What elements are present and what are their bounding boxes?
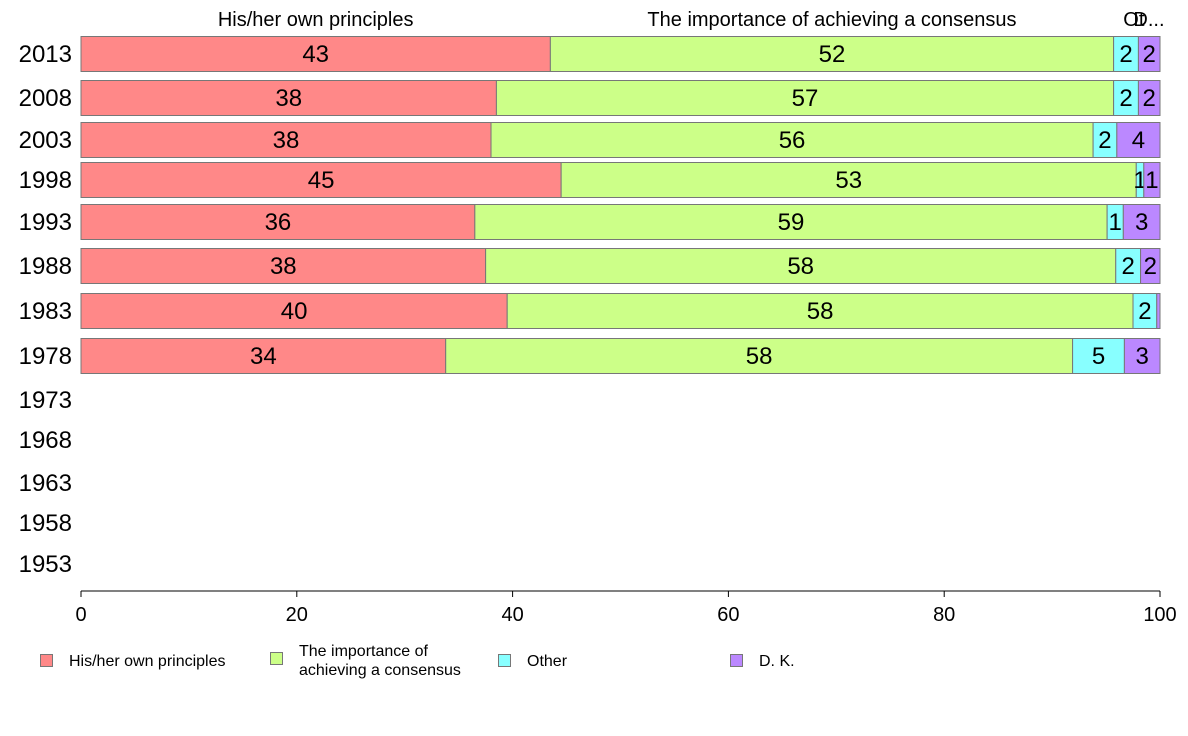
legend-swatch-other	[498, 654, 511, 667]
category-label-2013: 2013	[19, 41, 72, 68]
data-label-2008-s1: 57	[792, 85, 819, 112]
bar-1988-s2	[1115, 248, 1142, 284]
category-label-1963: 1963	[19, 470, 72, 497]
stacked-bar-chart: His/her own principles The importance of …	[19, 9, 1177, 626]
legend-swatch-dk	[730, 654, 743, 667]
series-header-3: D...	[1133, 9, 1164, 31]
data-label-2008-s0: 38	[275, 85, 302, 112]
bar-2008-s3	[1137, 80, 1161, 116]
x-tick-label-0: 0	[75, 604, 86, 626]
legend-label-other: Other	[527, 653, 568, 670]
data-label-1988-s0: 38	[270, 253, 297, 280]
legend-item-other: Other	[498, 646, 567, 671]
bar-1978-s1	[445, 338, 1074, 374]
category-label-1958: 1958	[19, 510, 72, 537]
data-label-1988-s2: 2	[1121, 253, 1134, 280]
x-tick-label-60: 60	[717, 604, 739, 626]
bar-1978-s3	[1123, 338, 1161, 374]
data-label-1978-s3: 3	[1136, 343, 1149, 370]
data-label-1993-s3: 3	[1135, 209, 1148, 236]
series-header-0: His/her own principles	[218, 9, 414, 31]
legend-swatch-principles	[40, 654, 53, 667]
data-label-1993-s1: 59	[778, 209, 805, 236]
data-label-2008-s2: 2	[1119, 85, 1132, 112]
bar-1998-s1	[560, 162, 1137, 198]
series-header-2: Ot	[1123, 9, 1145, 31]
data-label-2003-s0: 38	[273, 127, 300, 154]
data-label-1988-s1: 58	[787, 253, 814, 280]
legend-item-principles: His/her own principles	[40, 646, 226, 671]
data-label-1993-s0: 36	[265, 209, 292, 236]
data-label-2013-s1: 52	[819, 41, 846, 68]
data-label-1988-s3: 2	[1144, 253, 1157, 280]
legend-item-consensus: The importance of achieving a consensus	[270, 642, 461, 680]
data-label-1978-s0: 34	[250, 343, 277, 370]
bar-2013-s1	[549, 36, 1115, 72]
bar-1998-s3	[1143, 162, 1161, 198]
x-tick-label-100: 100	[1143, 604, 1176, 626]
legend-label-principles: His/her own principles	[69, 653, 226, 670]
legend-swatch-consensus	[270, 652, 283, 665]
data-label-1998-s1: 53	[835, 167, 862, 194]
data-label-1983-s2: 2	[1138, 298, 1151, 325]
data-label-1998-s0: 45	[308, 167, 335, 194]
category-label-1988: 1988	[19, 253, 72, 280]
bar-2008-s2	[1113, 80, 1139, 116]
category-label-1998: 1998	[19, 167, 72, 194]
category-label-2003: 2003	[19, 127, 72, 154]
data-label-2013-s2: 2	[1119, 41, 1132, 68]
bar-2013-s3	[1137, 36, 1161, 72]
data-label-2003-s3: 4	[1132, 127, 1145, 154]
data-label-2013-s3: 2	[1143, 41, 1156, 68]
bar-2003-s3	[1116, 122, 1161, 158]
category-label-1983: 1983	[19, 298, 72, 325]
bar-2003-s0	[80, 122, 492, 158]
bar-2003-s1	[490, 122, 1094, 158]
data-label-2008-s3: 2	[1143, 85, 1156, 112]
bar-1983-s0	[80, 293, 508, 329]
bar-1988-s3	[1140, 248, 1161, 284]
bar-2008-s1	[495, 80, 1115, 116]
data-label-1993-s2: 1	[1109, 209, 1122, 236]
category-label-1993: 1993	[19, 209, 72, 236]
category-label-1973: 1973	[19, 387, 72, 414]
category-label-1968: 1968	[19, 427, 72, 454]
legend: His/her own principles The importance of…	[0, 643, 1188, 686]
data-label-1983-s0: 40	[281, 298, 308, 325]
bar-1978-s2	[1072, 338, 1125, 374]
bar-2008-s0	[80, 80, 497, 116]
data-label-2003-s1: 56	[779, 127, 806, 154]
series-header-1: The importance of achieving a consensus	[647, 9, 1016, 31]
bar-1998-s0	[80, 162, 562, 198]
bar-1993-s3	[1122, 204, 1161, 240]
data-label-1978-s1: 58	[746, 343, 773, 370]
x-tick-label-40: 40	[501, 604, 523, 626]
data-label-2003-s2: 2	[1098, 127, 1111, 154]
legend-label-consensus: The importance of achieving a consensus	[299, 643, 461, 679]
data-label-1983-s1: 58	[807, 298, 834, 325]
bar-1988-s1	[485, 248, 1117, 284]
x-tick-label-20: 20	[286, 604, 308, 626]
data-label-2013-s0: 43	[302, 41, 329, 68]
data-label-1998-s3: 1	[1145, 167, 1158, 194]
bar-1983-s3	[1156, 293, 1161, 329]
category-label-1978: 1978	[19, 343, 72, 370]
data-label-1978-s2: 5	[1092, 343, 1105, 370]
category-label-2008: 2008	[19, 85, 72, 112]
legend-item-dk: D. K.	[730, 646, 795, 671]
x-tick-label-80: 80	[933, 604, 955, 626]
category-label-1953: 1953	[19, 551, 72, 578]
legend-label-dk: D. K.	[759, 653, 795, 670]
